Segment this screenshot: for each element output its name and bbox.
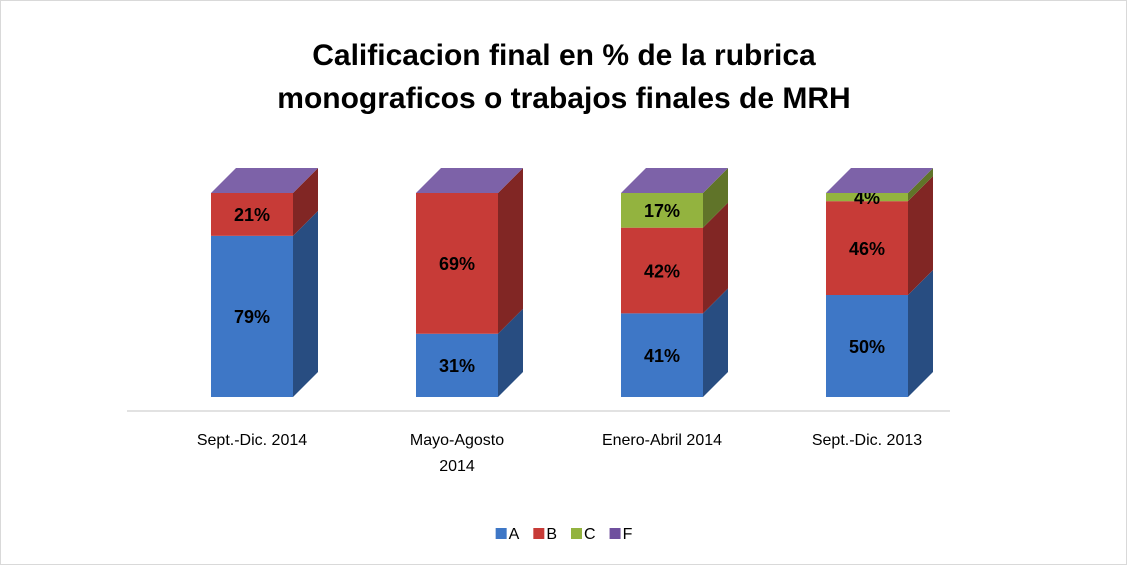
data-label: 41% bbox=[644, 346, 680, 366]
bar-side bbox=[908, 168, 933, 202]
data-label: 31% bbox=[439, 356, 475, 376]
bar bbox=[211, 193, 293, 236]
bar-side bbox=[908, 176, 933, 295]
bar-side bbox=[703, 288, 728, 397]
legend-label: C bbox=[584, 526, 596, 543]
chart-title: Calificacion final en % de la rubrica mon… bbox=[277, 39, 850, 115]
bar-top bbox=[211, 168, 318, 193]
data-label: 50% bbox=[849, 337, 885, 357]
data-label: 69% bbox=[439, 254, 475, 274]
data-label: 21% bbox=[234, 205, 270, 225]
bar-side bbox=[498, 168, 523, 334]
legend-swatch bbox=[609, 528, 621, 539]
bar-top bbox=[826, 168, 933, 193]
bar-side bbox=[293, 210, 318, 397]
bar bbox=[826, 201, 908, 295]
bar bbox=[621, 313, 703, 397]
bar-side bbox=[703, 202, 728, 314]
x-tick-label: Mayo-Agosto 2014 bbox=[410, 432, 504, 475]
bar bbox=[826, 295, 908, 397]
x-tick-label: Sept.-Dic. 2014 bbox=[197, 432, 307, 449]
bar-side bbox=[703, 168, 728, 228]
legend-swatch bbox=[495, 528, 507, 539]
bar bbox=[211, 235, 293, 397]
data-label: 79% bbox=[234, 307, 270, 327]
bar bbox=[621, 227, 703, 314]
data-label: 46% bbox=[849, 239, 885, 259]
bar bbox=[621, 193, 703, 228]
legend-swatch bbox=[571, 528, 582, 539]
data-label: 42% bbox=[644, 261, 680, 281]
x-tick-label: Enero-Abril 2014 bbox=[602, 432, 722, 449]
legend-swatch bbox=[533, 528, 545, 539]
bar-top bbox=[621, 168, 728, 193]
bar-side bbox=[498, 308, 523, 397]
legend-label: F bbox=[623, 526, 633, 543]
legend-label: A bbox=[509, 526, 520, 543]
legend-label: B bbox=[546, 526, 557, 543]
data-label: 17% bbox=[644, 201, 680, 221]
bar bbox=[416, 333, 498, 397]
bar-side bbox=[293, 168, 318, 236]
bar-side bbox=[908, 270, 933, 397]
bar bbox=[826, 193, 908, 202]
bar bbox=[416, 193, 498, 334]
x-tick-label: Sept.-Dic. 2013 bbox=[812, 432, 922, 449]
bar-top bbox=[416, 168, 523, 193]
